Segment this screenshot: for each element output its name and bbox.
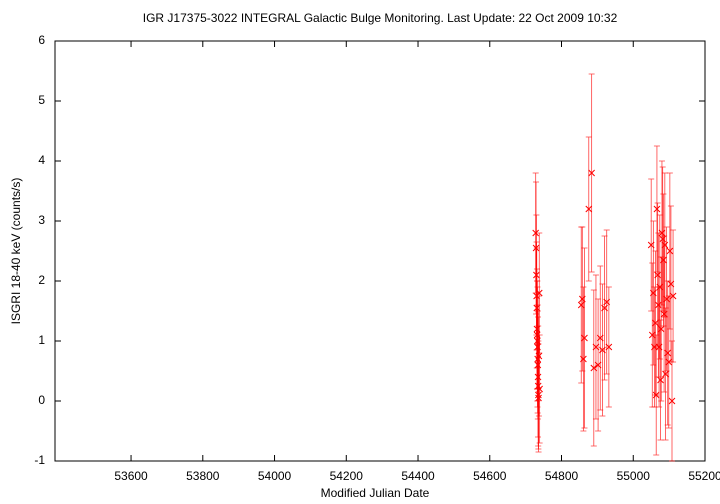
- data-point: [657, 325, 665, 333]
- y-tick-label: -1: [34, 453, 45, 467]
- y-tick-label: 3: [38, 213, 45, 227]
- data-point: [660, 310, 668, 318]
- data-point: [580, 355, 587, 363]
- x-tick-label: 54600: [473, 469, 507, 483]
- y-tick-label: 4: [38, 153, 45, 167]
- data-point: [588, 169, 595, 177]
- chart-title: IGR J17375-3022 INTEGRAL Galactic Bulge …: [143, 11, 618, 25]
- x-tick-label: 54400: [401, 469, 435, 483]
- data-point: [658, 229, 666, 237]
- x-tick-label: 55000: [617, 469, 651, 483]
- data-point: [660, 256, 667, 264]
- x-tick-label: 53600: [114, 469, 148, 483]
- data-point: [669, 292, 677, 300]
- y-tick-label: 0: [38, 393, 45, 407]
- x-tick-label: 54800: [545, 469, 579, 483]
- plot-frame: [54, 40, 706, 462]
- data-point: [652, 391, 660, 399]
- x-tick-label: 55200: [688, 469, 720, 483]
- data-point: [655, 301, 662, 309]
- data-point: [535, 352, 543, 360]
- x-axis-label: Modified Julian Date: [321, 486, 430, 500]
- data-point: [668, 397, 676, 405]
- y-tick-label: 6: [38, 33, 45, 47]
- y-axis-label: ISGRI 18-40 keV (counts/s): [9, 178, 23, 325]
- data-point: [536, 385, 543, 393]
- data-point: [535, 289, 543, 297]
- data-point: [666, 247, 674, 255]
- data-point: [581, 334, 588, 342]
- y-tick-label: 5: [38, 93, 45, 107]
- x-tick-label: 54000: [258, 469, 292, 483]
- x-tick-label: 53800: [186, 469, 220, 483]
- y-tick-label: 1: [38, 333, 45, 347]
- data-point: [657, 376, 664, 384]
- data-point: [585, 205, 593, 213]
- data-point: [664, 349, 672, 357]
- x-tick-label: 54200: [330, 469, 364, 483]
- data-point: [605, 343, 613, 351]
- data-point: [653, 205, 661, 213]
- y-tick-label: 2: [38, 273, 45, 287]
